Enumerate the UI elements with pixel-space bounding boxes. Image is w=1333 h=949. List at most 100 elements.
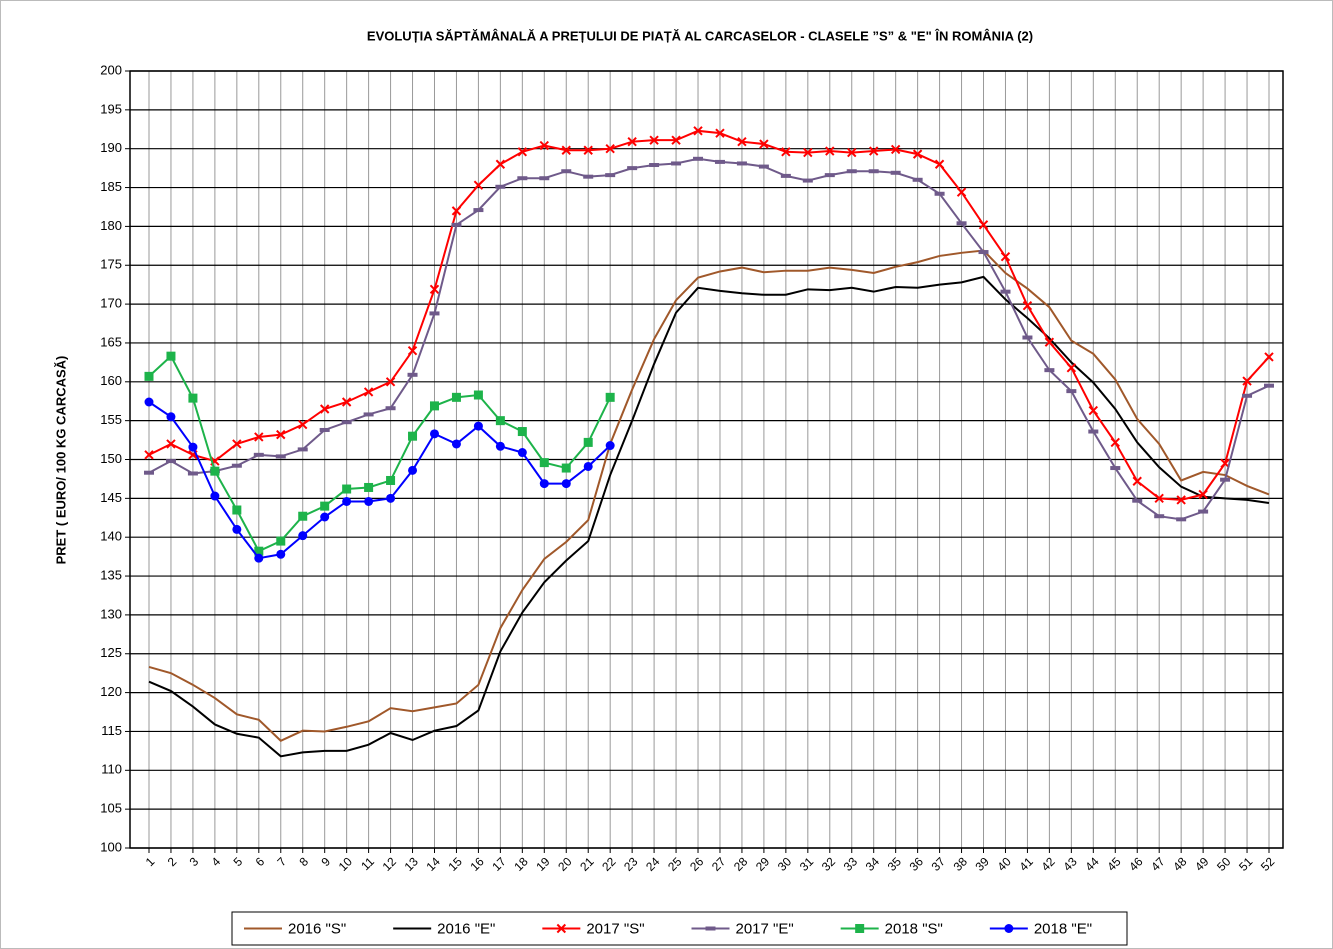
- marker: [341, 420, 352, 425]
- series-line: [148, 129, 1270, 501]
- marker: [451, 439, 461, 449]
- series-line: [148, 157, 1270, 521]
- marker: [451, 206, 462, 216]
- marker: [408, 431, 418, 441]
- legend-label: 2018 "S": [885, 920, 943, 937]
- marker: [912, 177, 923, 182]
- marker: [583, 174, 594, 179]
- marker: [275, 454, 286, 459]
- y-tick-label: 120: [100, 684, 122, 699]
- marker: [1154, 493, 1164, 504]
- marker: [451, 392, 461, 402]
- series-line: [148, 275, 1270, 758]
- legend-label: 2018 "E": [1034, 920, 1092, 937]
- marker: [539, 479, 549, 489]
- y-tick-label: 150: [100, 451, 122, 466]
- marker: [298, 511, 308, 521]
- marker: [705, 926, 716, 931]
- marker: [649, 163, 660, 168]
- marker: [495, 159, 506, 169]
- marker: [429, 401, 439, 411]
- marker: [1176, 495, 1186, 505]
- marker: [473, 180, 484, 190]
- marker: [298, 531, 308, 541]
- marker: [956, 187, 967, 197]
- marker: [166, 351, 176, 361]
- marker: [429, 429, 439, 439]
- marker: [846, 169, 857, 174]
- marker: [758, 164, 769, 169]
- marker: [1198, 489, 1208, 500]
- marker: [320, 501, 330, 511]
- marker: [1022, 300, 1033, 311]
- marker: [1132, 476, 1142, 486]
- plot-border: [129, 70, 1284, 849]
- marker: [1088, 405, 1099, 416]
- y-tick-label: 165: [100, 334, 122, 349]
- marker: [1242, 393, 1253, 398]
- marker: [144, 371, 154, 381]
- marker: [495, 416, 505, 426]
- marker: [539, 458, 549, 468]
- marker: [342, 496, 352, 506]
- marker: [187, 471, 198, 476]
- marker: [605, 143, 615, 154]
- marker: [737, 136, 747, 147]
- marker: [1066, 389, 1077, 394]
- marker: [912, 149, 923, 159]
- y-tick-label: 200: [100, 62, 122, 77]
- marker: [517, 147, 528, 157]
- marker: [517, 448, 527, 458]
- marker: [386, 475, 396, 485]
- y-tick-label: 125: [100, 645, 122, 660]
- marker: [495, 441, 505, 451]
- y-tick-label: 160: [100, 373, 122, 388]
- legend-label: 2016 "E": [437, 920, 495, 937]
- y-tick-label: 185: [100, 179, 122, 194]
- marker: [556, 923, 567, 934]
- marker: [407, 346, 418, 356]
- marker: [561, 145, 571, 155]
- series-line: [148, 354, 612, 553]
- marker: [693, 156, 704, 161]
- y-tick-label: 130: [100, 606, 122, 621]
- marker: [276, 429, 286, 440]
- legend-label: 2017 "S": [586, 920, 644, 937]
- marker: [166, 412, 176, 422]
- marker: [934, 191, 945, 196]
- marker: [583, 461, 593, 471]
- marker: [1022, 335, 1033, 340]
- marker: [232, 439, 242, 449]
- marker: [165, 459, 176, 464]
- marker: [539, 176, 550, 181]
- marker: [276, 536, 286, 546]
- marker: [1176, 517, 1187, 522]
- marker: [956, 221, 967, 226]
- marker: [890, 170, 901, 175]
- marker: [254, 432, 264, 442]
- marker: [855, 924, 865, 933]
- y-axis-label: PRET ( EURO/ 100 KG CARCASĂ): [53, 356, 68, 565]
- marker: [473, 208, 484, 213]
- marker: [539, 140, 550, 151]
- marker: [671, 161, 682, 166]
- marker: [1220, 477, 1231, 482]
- y-tick-label: 135: [100, 567, 122, 582]
- marker: [890, 144, 901, 155]
- marker: [978, 220, 989, 230]
- marker: [517, 427, 527, 437]
- marker: [605, 392, 615, 402]
- legend: [231, 911, 1128, 946]
- marker: [1004, 924, 1014, 933]
- y-tick-label: 100: [100, 839, 122, 854]
- marker: [802, 178, 813, 183]
- marker: [210, 491, 220, 501]
- marker: [254, 553, 264, 563]
- marker: [780, 173, 791, 178]
- marker: [1066, 363, 1077, 373]
- y-tick-label: 155: [100, 412, 122, 427]
- marker: [297, 447, 308, 452]
- marker: [385, 406, 396, 411]
- marker: [605, 441, 615, 451]
- marker: [385, 377, 396, 387]
